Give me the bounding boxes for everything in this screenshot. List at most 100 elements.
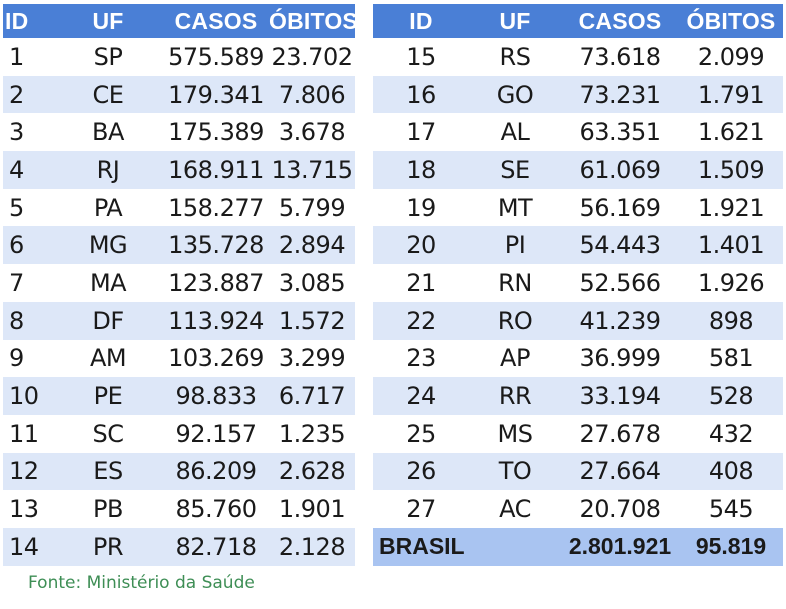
table-row: 2 CE 179.341 7.806 [3,75,355,114]
header-cases: CASOS [561,4,679,38]
cell-deaths: 432 [679,414,783,453]
cell-deaths: 23.702 [269,38,355,76]
cell-cases: 158.277 [163,188,269,227]
cell-cases: 92.157 [163,414,269,453]
cell-id: 10 [3,377,53,415]
total-row: BRASIL 2.801.921 95.819 [373,527,783,566]
table-row: 3 BA 175.389 3.678 [3,113,355,152]
cell-cases: 27.664 [561,452,679,491]
cell-id: 11 [3,414,53,453]
cell-id: 4 [3,151,53,189]
cell-id: 16 [373,75,469,114]
table-row: 8 DF 113.924 1.572 [3,301,355,340]
cell-uf: RJ [53,151,163,189]
header-cases: CASOS [163,4,269,38]
cell-cases: 103.269 [163,339,269,378]
cell-uf: SE [469,151,561,189]
cell-deaths: 2.128 [269,527,355,566]
cell-id: 19 [373,188,469,227]
cell-cases: 82.718 [163,527,269,566]
cell-cases: 85.760 [163,490,269,528]
cell-deaths: 528 [679,377,783,415]
table-row: 20 PI 54.443 1.401 [373,226,783,265]
covid-table-right: ID UF CASOS ÓBITOS 15 RS 73.618 2.099 16 GO 73… [373,4,783,566]
header-row: ID UF CASOS ÓBITOS [373,4,783,38]
cell-cases: 86.209 [163,452,269,491]
cell-uf: DF [53,301,163,340]
total-label: BRASIL [373,527,561,566]
cell-cases: 179.341 [163,75,269,114]
source-note: Fonte: Ministério da Saúde [28,573,255,593]
cell-cases: 168.911 [163,151,269,189]
covid-table-left: ID UF CASOS ÓBITOS 1 SP 575.589 23.702 2 CE 17… [3,4,358,566]
header-uf: UF [53,4,163,38]
table-row: 26 TO 27.664 408 [373,452,783,491]
table-row: 18 SE 61.069 1.509 [373,151,783,189]
cell-uf: TO [469,452,561,491]
table-row: 5 PA 158.277 5.799 [3,188,355,227]
table-row: 22 RO 41.239 898 [373,301,783,340]
cell-cases: 56.169 [561,188,679,227]
cell-id: 17 [373,113,469,152]
cell-id: 1 [3,38,53,76]
cell-uf: MG [53,226,163,265]
cell-uf: ES [53,452,163,491]
header-uf: UF [469,4,561,38]
cell-cases: 73.618 [561,38,679,76]
cell-id: 2 [3,75,53,114]
cell-deaths: 2.628 [269,452,355,491]
cell-deaths: 3.299 [269,339,355,378]
cell-cases: 20.708 [561,490,679,528]
cell-deaths: 13.715 [269,151,355,189]
cell-deaths: 2.099 [679,38,783,76]
cell-uf: AP [469,339,561,378]
cell-id: 3 [3,113,53,152]
cell-cases: 123.887 [163,264,269,302]
cell-id: 9 [3,339,53,378]
cell-id: 24 [373,377,469,415]
cell-deaths: 1.921 [679,188,783,227]
table-row: 10 PE 98.833 6.717 [3,377,355,415]
cell-cases: 63.351 [561,113,679,152]
cell-cases: 135.728 [163,226,269,265]
table-row: 7 MA 123.887 3.085 [3,264,355,302]
cell-id: 12 [3,452,53,491]
cell-cases: 175.389 [163,113,269,152]
table-row: 6 MG 135.728 2.894 [3,226,355,265]
cell-id: 26 [373,452,469,491]
table-row: 13 PB 85.760 1.901 [3,490,355,528]
cell-deaths: 1.401 [679,226,783,265]
table-row: 9 AM 103.269 3.299 [3,339,355,378]
cell-uf: MA [53,264,163,302]
cell-id: 18 [373,151,469,189]
cell-uf: PI [469,226,561,265]
table-row: 25 MS 27.678 432 [373,414,783,453]
cell-deaths: 1.791 [679,75,783,114]
cell-deaths: 6.717 [269,377,355,415]
cell-deaths: 1.572 [269,301,355,340]
cell-cases: 41.239 [561,301,679,340]
cell-id: 21 [373,264,469,302]
cell-uf: RN [469,264,561,302]
table-row: 24 RR 33.194 528 [373,377,783,415]
cell-deaths: 1.926 [679,264,783,302]
cell-uf: BA [53,113,163,152]
cell-uf: GO [469,75,561,114]
header-id: ID [373,4,469,38]
cell-id: 8 [3,301,53,340]
table-row: 11 SC 92.157 1.235 [3,414,355,453]
cell-id: 14 [3,527,53,566]
cell-deaths: 1.235 [269,414,355,453]
cell-deaths: 545 [679,490,783,528]
table-row: 1 SP 575.589 23.702 [3,38,355,76]
cell-uf: PE [53,377,163,415]
cell-uf: SP [53,38,163,76]
total-deaths: 95.819 [679,527,783,566]
table-row: 14 PR 82.718 2.128 [3,527,355,566]
cell-id: 7 [3,264,53,302]
header-row: ID UF CASOS ÓBITOS [3,4,358,38]
cell-uf: RR [469,377,561,415]
cell-uf: RO [469,301,561,340]
cell-id: 15 [373,38,469,76]
cell-uf: PA [53,188,163,227]
